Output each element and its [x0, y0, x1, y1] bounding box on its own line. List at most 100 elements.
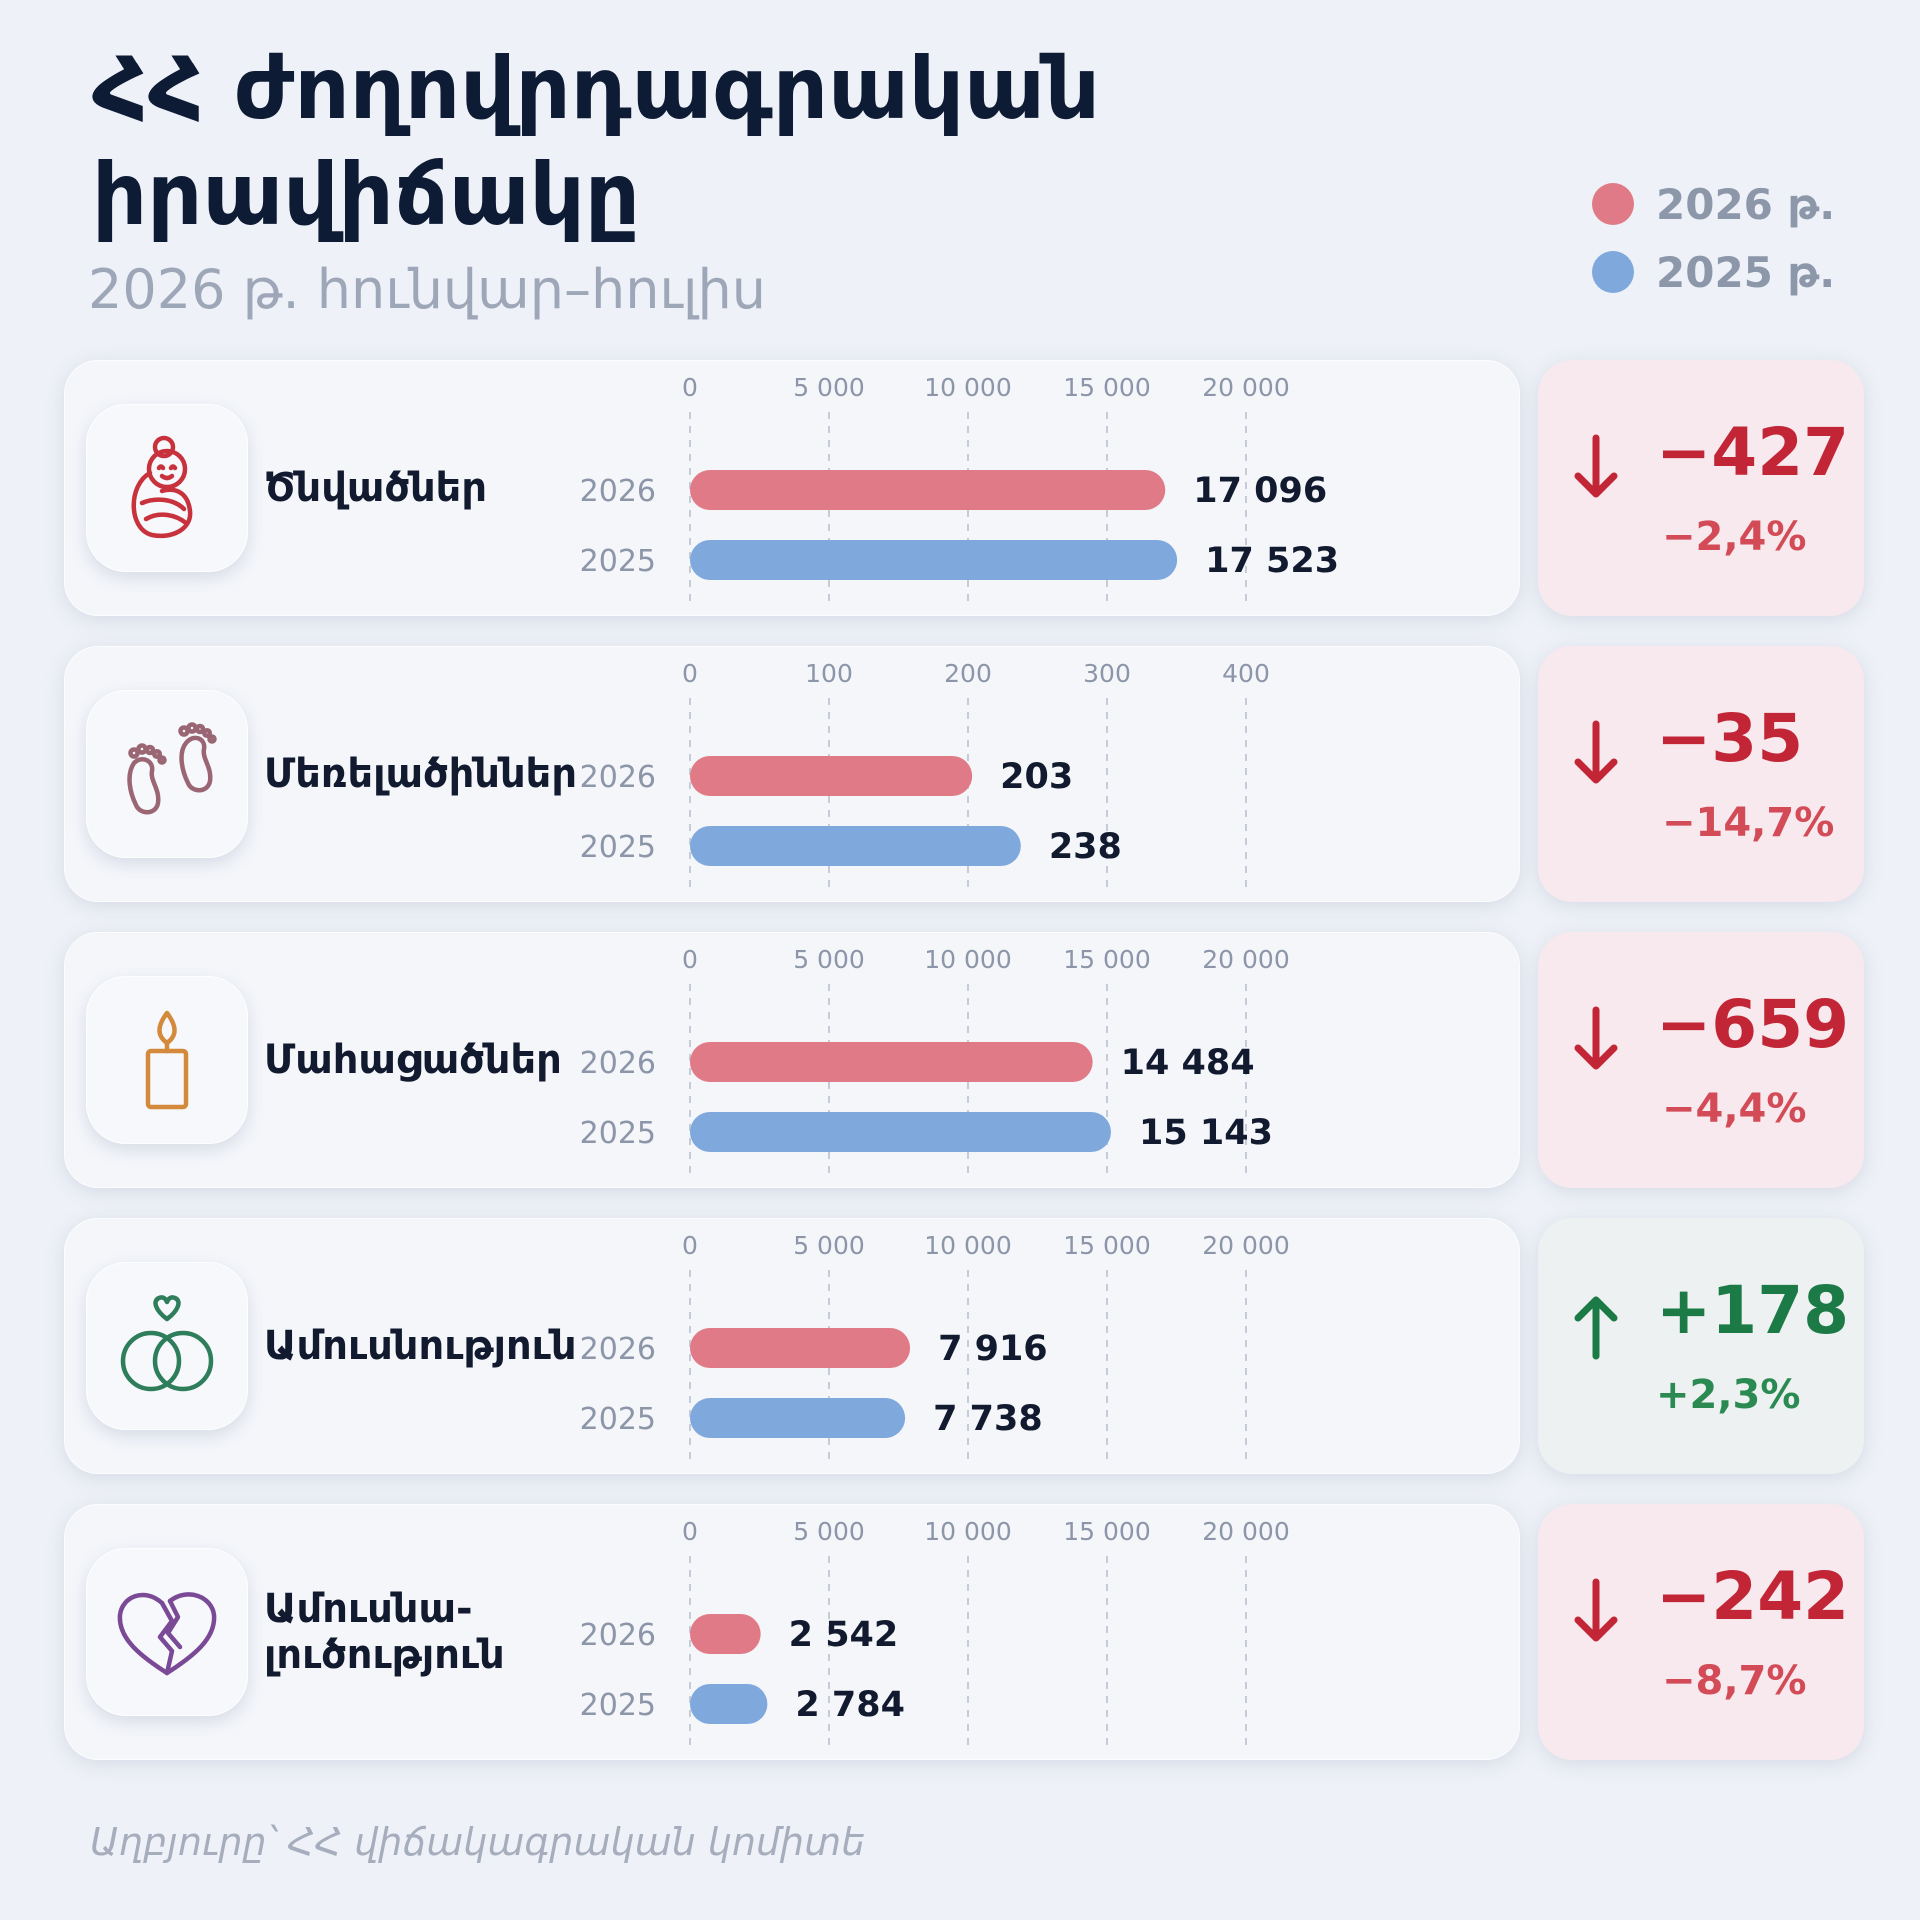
bar-value-label: 7 916 — [938, 1329, 1048, 1369]
tick-label: 5 000 — [793, 1517, 865, 1546]
bar-year-label: 2026 — [580, 1332, 656, 1367]
bar-2026 — [690, 1042, 1093, 1082]
tick-label: 10 000 — [924, 1517, 1011, 1546]
bar-value-label: 7 738 — [933, 1399, 1043, 1439]
tick-label: 20 000 — [1202, 1231, 1289, 1260]
source-note: Աղբյուրը՝ ՀՀ վիճակագրական կոմիտե — [90, 1820, 866, 1864]
stat-row-deaths: Մահացածներ 0 5 000 10 000 15 000 20 000 2026 1… — [64, 932, 1864, 1188]
change-percent: −8,7% — [1662, 1658, 1807, 1704]
page-title: ՀՀ ժողովրդագրական իրավիճակը — [92, 39, 1101, 245]
tick-label: 5 000 — [793, 373, 865, 402]
tick-label: 5 000 — [793, 945, 865, 974]
bar-value-label: 15 143 — [1139, 1113, 1273, 1153]
bar-year-label: 2026 — [580, 760, 656, 795]
change-card: −427 −2,4% — [1538, 360, 1864, 616]
tick-label: 10 000 — [924, 1231, 1011, 1260]
swaddled-baby-icon — [131, 435, 193, 539]
legend: 2026 թ. 2025 թ. — [1592, 170, 1835, 306]
tick-label: 10 000 — [924, 373, 1011, 402]
bar-2025 — [690, 1684, 768, 1724]
bar-2025 — [690, 1112, 1111, 1152]
icon-box — [86, 404, 248, 572]
bar-2025 — [690, 540, 1178, 580]
arrow-up-icon — [1574, 1296, 1618, 1360]
change-absolute: −35 — [1656, 700, 1804, 777]
bar-chart-stillbirths: 0 100 200 300 400 2026 203 2025 238 — [580, 659, 1270, 888]
tick-label: 200 — [944, 659, 992, 688]
change-percent: −4,4% — [1662, 1086, 1807, 1132]
tick-label: 0 — [682, 1517, 698, 1546]
change-percent: +2,3% — [1656, 1372, 1801, 1418]
bar-chart-deaths: 0 5 000 10 000 15 000 20 000 2026 14 484 2025 15… — [580, 945, 1290, 1174]
legend-label-2025: 2025 թ. — [1656, 247, 1836, 297]
tick-label: 400 — [1222, 659, 1270, 688]
tick-label: 15 000 — [1063, 1517, 1150, 1546]
stat-row-stillbirths: Մեռելածիններ 0 100 200 300 400 2026 203 2025 238… — [64, 646, 1864, 902]
legend-swatch-2025 — [1592, 251, 1634, 293]
legend-label-2026: 2026 թ. — [1656, 179, 1836, 229]
wedding-rings-icon — [120, 1295, 214, 1392]
icon-box — [86, 1548, 248, 1716]
tick-label: 15 000 — [1063, 373, 1150, 402]
icon-box — [86, 690, 248, 858]
bar-year-label: 2026 — [580, 1618, 656, 1653]
bar-value-label: 2 542 — [789, 1615, 899, 1655]
category-label: Ծնվածներ — [264, 465, 488, 511]
footprints-icon — [127, 722, 217, 815]
bar-2026 — [690, 1328, 911, 1368]
arrow-down-icon — [1574, 1578, 1618, 1642]
icon-box — [86, 1262, 248, 1430]
stat-row-divorces: Ամուսնա- լուծություն 0 5 000 10 000 15 000 2… — [64, 1504, 1864, 1760]
bar-2026 — [690, 1614, 761, 1654]
icon-box — [86, 976, 248, 1144]
bar-value-label: 14 484 — [1121, 1043, 1255, 1083]
broken-heart-icon — [117, 1592, 217, 1676]
bar-year-label: 2025 — [580, 1688, 656, 1723]
bar-chart-marriages: 0 5 000 10 000 15 000 20 000 2026 7 916 2025 7 7… — [580, 1231, 1290, 1460]
bar-value-label: 2 784 — [795, 1685, 905, 1725]
tick-label: 5 000 — [793, 1231, 865, 1260]
bar-2026 — [690, 470, 1166, 510]
candle-icon — [145, 1010, 189, 1110]
change-absolute: −242 — [1656, 1558, 1850, 1635]
tick-label: 0 — [682, 1231, 698, 1260]
arrow-down-icon — [1574, 1006, 1618, 1070]
change-card: −659 −4,4% — [1538, 932, 1864, 1188]
change-absolute: −427 — [1656, 414, 1850, 491]
tick-label: 100 — [805, 659, 853, 688]
tick-label: 0 — [682, 373, 698, 402]
arrow-down-icon — [1574, 720, 1618, 784]
bar-2025 — [690, 1398, 906, 1438]
legend-swatch-2026 — [1592, 183, 1634, 225]
bar-chart-divorces: 0 5 000 10 000 15 000 20 000 2026 2 542 2025 2 7… — [580, 1517, 1290, 1746]
tick-label: 0 — [682, 945, 698, 974]
bar-year-label: 2025 — [580, 544, 656, 579]
stat-row-marriages: Ամուսնություն 0 5 000 10 000 15 000 20 000 20… — [64, 1218, 1864, 1474]
tick-label: 20 000 — [1202, 945, 1289, 974]
change-percent: −2,4% — [1662, 514, 1807, 560]
change-absolute: +178 — [1656, 1272, 1850, 1349]
category-label: Ամուսնություն — [264, 1323, 577, 1369]
tick-label: 0 — [682, 659, 698, 688]
legend-item-2025: 2025 թ. — [1592, 238, 1835, 306]
bar-value-label: 17 523 — [1205, 541, 1339, 581]
bar-value-label: 203 — [1000, 757, 1073, 797]
tick-label: 15 000 — [1063, 945, 1150, 974]
change-card: +178 +2,3% — [1538, 1218, 1864, 1474]
category-label: Մեռելածիններ — [264, 751, 578, 797]
change-absolute: −659 — [1656, 986, 1850, 1063]
tick-label: 20 000 — [1202, 373, 1289, 402]
change-card: −35 −14,7% — [1538, 646, 1864, 902]
bar-year-label: 2025 — [580, 830, 656, 865]
stat-row-births: Ծնվածներ 0 5 000 10 000 15 000 20 000 2026 17 … — [64, 360, 1864, 616]
bar-2026 — [690, 756, 973, 796]
tick-label: 300 — [1083, 659, 1131, 688]
bar-year-label: 2026 — [580, 1046, 656, 1081]
bar-chart-births: 0 5 000 10 000 15 000 20 000 2026 17 096 2025 17… — [580, 373, 1339, 602]
legend-item-2026: 2026 թ. — [1592, 170, 1835, 238]
tick-label: 15 000 — [1063, 1231, 1150, 1260]
bar-year-label: 2025 — [580, 1116, 656, 1151]
category-label: Մահացածներ — [264, 1037, 562, 1083]
change-percent: −14,7% — [1662, 800, 1835, 846]
bar-value-label: 238 — [1049, 827, 1122, 867]
